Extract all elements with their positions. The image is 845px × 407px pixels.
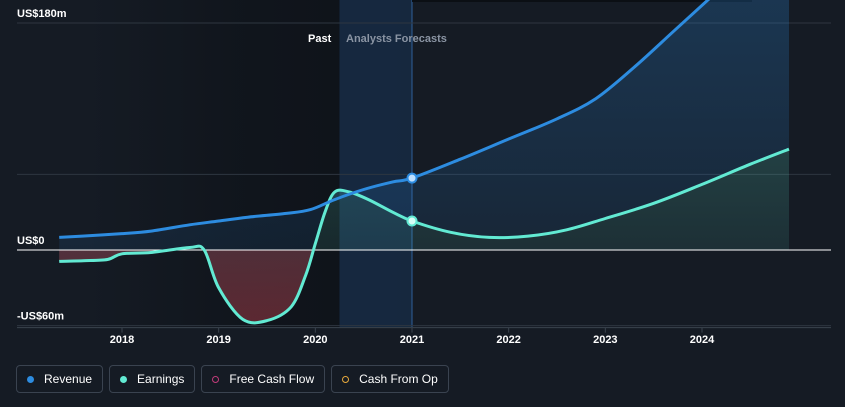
revenue-point-2021 bbox=[406, 172, 418, 184]
x-axis-tick-label: 2021 bbox=[400, 334, 424, 346]
legend-free-cash-flow-label: Free Cash Flow bbox=[229, 372, 315, 386]
x-axis-tick-label: 2023 bbox=[593, 334, 617, 346]
x-axis-tick-label: 2020 bbox=[303, 334, 327, 346]
legend-earnings[interactable]: Earnings bbox=[109, 365, 196, 393]
y-axis-label: US$180m bbox=[17, 8, 67, 20]
y-axis-label: US$0 bbox=[17, 235, 45, 247]
revenue-area bbox=[59, 0, 789, 323]
x-axis-tick-label: 2019 bbox=[206, 334, 230, 346]
recent-highlight bbox=[339, 0, 412, 327]
chart-legend: Revenue Earnings Free Cash Flow Cash Fro… bbox=[16, 365, 449, 393]
cash-from-op-marker-icon bbox=[342, 375, 350, 383]
earnings-loss-area bbox=[59, 250, 789, 323]
x-axis-tick-label: 2024 bbox=[690, 334, 715, 346]
x-axis-tick-label: 2018 bbox=[110, 334, 134, 346]
y-axis-label: -US$60m bbox=[17, 311, 64, 323]
revenue-line bbox=[59, 0, 711, 239]
free-cash-flow-marker-icon bbox=[212, 375, 220, 383]
x-axis-tick-label: 2022 bbox=[496, 334, 520, 346]
legend-earnings-label: Earnings bbox=[137, 372, 185, 386]
legend-cash-from-op-label: Cash From Op bbox=[359, 372, 438, 386]
legend-free-cash-flow[interactable]: Free Cash Flow bbox=[201, 365, 326, 393]
legend-revenue-label: Revenue bbox=[44, 372, 93, 386]
revenue-marker-icon bbox=[27, 375, 34, 383]
past-label: Past bbox=[308, 33, 332, 45]
legend-cash-from-op[interactable]: Cash From Op bbox=[331, 365, 449, 393]
forecast-label: Analysts Forecasts bbox=[346, 33, 447, 45]
earnings-point-2021 bbox=[406, 215, 418, 227]
earnings-marker-icon bbox=[120, 375, 128, 383]
top-bar bbox=[412, 0, 752, 2]
legend-revenue[interactable]: Revenue bbox=[16, 365, 104, 393]
